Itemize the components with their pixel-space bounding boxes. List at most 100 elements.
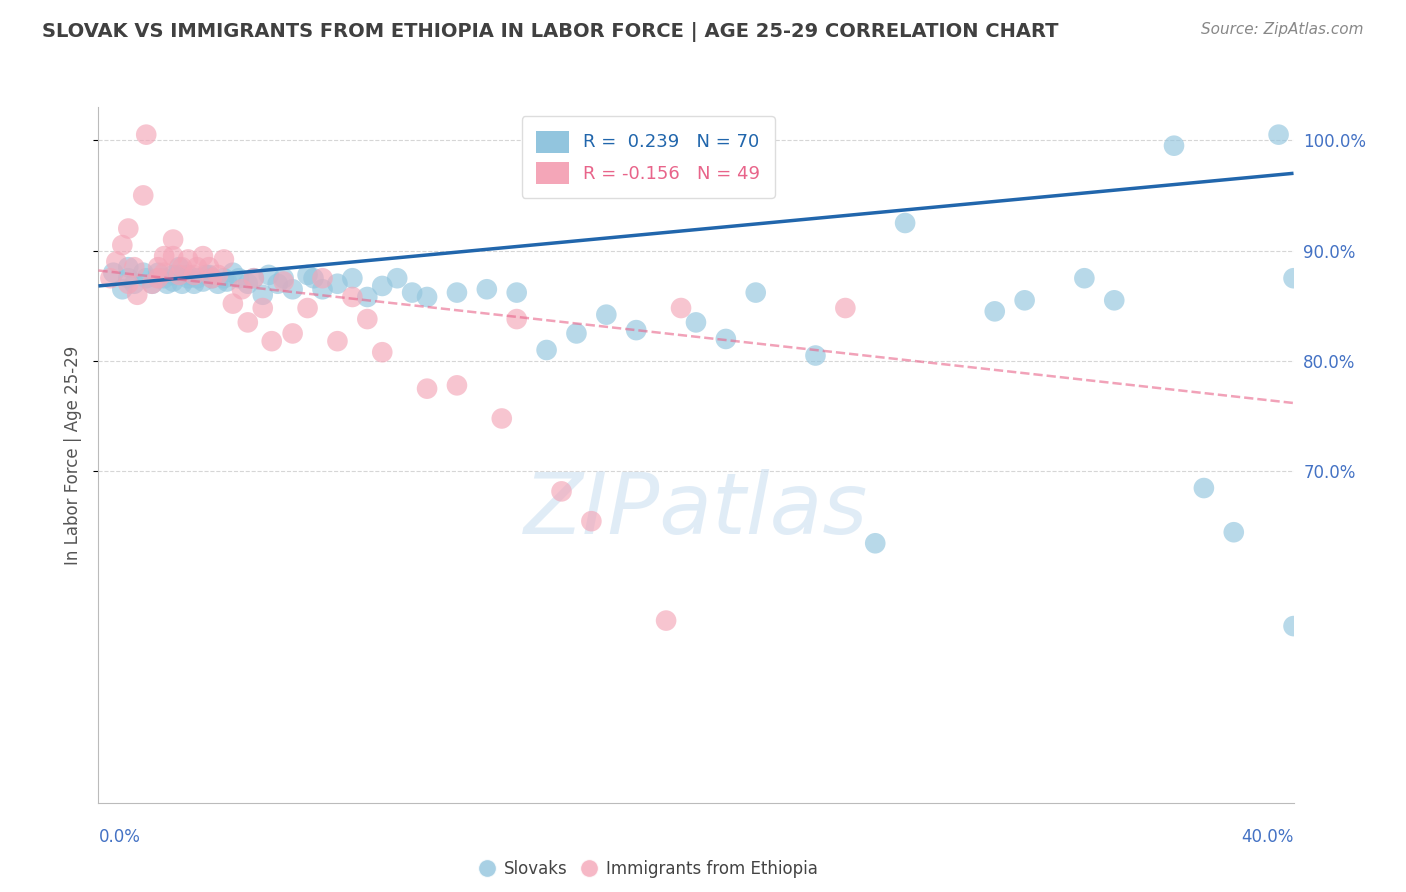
- Point: [655, 614, 678, 628]
- Point: [167, 268, 190, 282]
- Point: [141, 277, 163, 291]
- Point: [565, 326, 588, 341]
- Point: [236, 315, 259, 329]
- Point: [626, 323, 648, 337]
- Point: [401, 285, 423, 300]
- Point: [1163, 138, 1185, 153]
- Point: [745, 285, 768, 300]
- Point: [550, 484, 572, 499]
- Point: [212, 252, 235, 267]
- Point: [1014, 293, 1036, 308]
- Point: [984, 304, 1007, 318]
- Point: [162, 268, 184, 282]
- Text: 40.0%: 40.0%: [1241, 828, 1294, 846]
- Point: [132, 188, 155, 202]
- Point: [127, 287, 149, 301]
- Point: [207, 277, 229, 291]
- Point: [177, 268, 200, 282]
- Point: [446, 285, 468, 300]
- Point: [117, 277, 139, 291]
- Point: [342, 271, 364, 285]
- Point: [252, 287, 274, 301]
- Point: [191, 275, 214, 289]
- Point: [105, 254, 128, 268]
- Point: [124, 277, 146, 291]
- Point: [267, 277, 290, 291]
- Point: [714, 332, 737, 346]
- Point: [536, 343, 558, 357]
- Point: [865, 536, 887, 550]
- Point: [183, 268, 205, 282]
- Point: [198, 268, 221, 282]
- Point: [132, 266, 155, 280]
- Point: [148, 271, 170, 285]
- Text: Source: ZipAtlas.com: Source: ZipAtlas.com: [1201, 22, 1364, 37]
- Point: [297, 301, 319, 315]
- Point: [148, 266, 170, 280]
- Point: [311, 282, 333, 296]
- Point: [1192, 481, 1215, 495]
- Point: [191, 249, 214, 263]
- Point: [302, 271, 325, 285]
- Point: [172, 260, 194, 275]
- Text: 0.0%: 0.0%: [98, 828, 141, 846]
- Point: [167, 260, 190, 275]
- Point: [177, 252, 200, 267]
- Point: [167, 268, 190, 282]
- Point: [162, 249, 184, 263]
- Point: [1282, 271, 1305, 285]
- Point: [207, 268, 229, 282]
- Point: [297, 268, 319, 282]
- Point: [103, 266, 125, 280]
- Point: [416, 290, 439, 304]
- Point: [371, 279, 394, 293]
- Point: [1104, 293, 1126, 308]
- Point: [281, 282, 304, 296]
- Point: [385, 271, 409, 285]
- Point: [685, 315, 707, 329]
- Point: [228, 271, 250, 285]
- Point: [231, 282, 253, 296]
- Point: [356, 290, 378, 304]
- Point: [669, 301, 692, 315]
- Point: [201, 271, 224, 285]
- Point: [326, 334, 349, 348]
- Point: [195, 268, 218, 282]
- Point: [186, 260, 208, 275]
- Point: [1073, 271, 1095, 285]
- Point: [475, 282, 498, 296]
- Point: [153, 266, 176, 280]
- Point: [222, 296, 245, 310]
- Point: [252, 301, 274, 315]
- Point: [215, 275, 238, 289]
- Point: [212, 271, 235, 285]
- Point: [243, 271, 266, 285]
- Point: [135, 271, 157, 285]
- Point: [273, 275, 295, 289]
- Point: [135, 128, 157, 142]
- Text: ZIPatlas: ZIPatlas: [524, 469, 868, 552]
- Point: [326, 277, 349, 291]
- Point: [342, 290, 364, 304]
- Point: [273, 271, 295, 285]
- Point: [371, 345, 394, 359]
- Point: [1267, 128, 1289, 142]
- Point: [416, 382, 439, 396]
- Point: [894, 216, 917, 230]
- Point: [281, 326, 304, 341]
- Point: [506, 285, 529, 300]
- Legend: Slovaks, Immigrants from Ethiopia: Slovaks, Immigrants from Ethiopia: [472, 854, 824, 885]
- Point: [201, 271, 224, 285]
- Point: [1223, 525, 1246, 540]
- Point: [156, 277, 179, 291]
- Point: [804, 349, 827, 363]
- Point: [183, 277, 205, 291]
- Point: [117, 260, 139, 275]
- Point: [186, 271, 208, 285]
- Point: [148, 260, 170, 275]
- Point: [257, 268, 280, 282]
- Point: [162, 275, 184, 289]
- Y-axis label: In Labor Force | Age 25-29: In Labor Force | Age 25-29: [65, 345, 83, 565]
- Point: [834, 301, 856, 315]
- Point: [491, 411, 513, 425]
